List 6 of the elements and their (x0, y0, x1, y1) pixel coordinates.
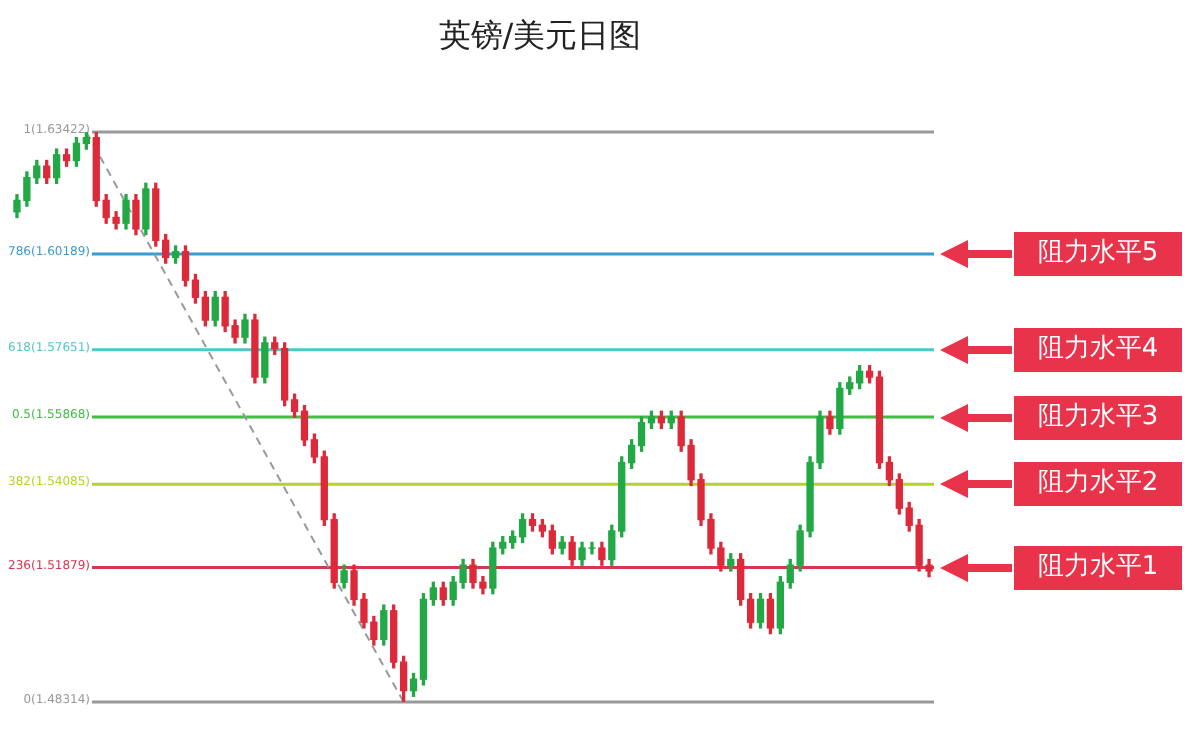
chart-title: 英镑/美元日图 (436, 16, 644, 58)
text: 阻力水平5 (1014, 231, 1182, 276)
text: 阻力水平1 (1014, 545, 1182, 590)
text: 阻力水平4 (1014, 327, 1182, 372)
text: 阻力水平2 (1014, 462, 1182, 507)
text: 阻力水平3 (1014, 395, 1182, 439)
